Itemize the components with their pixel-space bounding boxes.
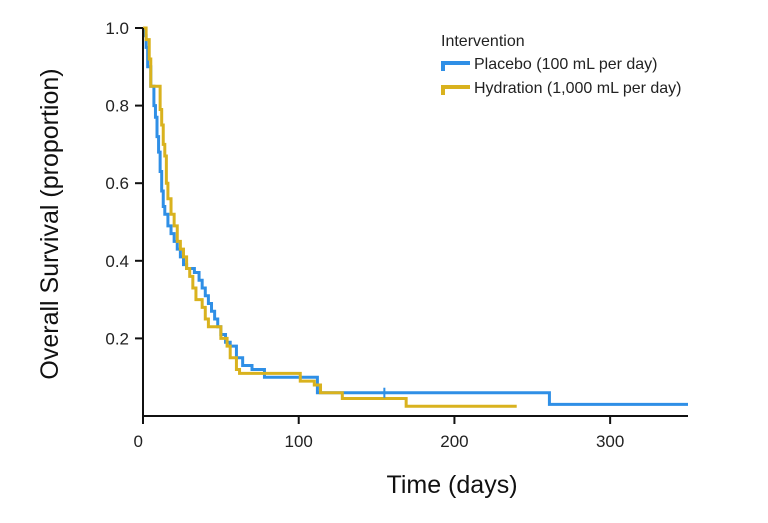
x-axis-ticks: 0 100 200 300 <box>134 416 624 451</box>
legend-label: Placebo (100 mL per day) <box>474 56 658 73</box>
plot-area <box>143 26 688 408</box>
series-line-hydration <box>143 26 517 408</box>
x-tick-label: 0 <box>134 432 143 451</box>
y-axis-ticks: 0.2 0.4 0.6 0.8 1.0 <box>105 19 143 348</box>
legend-title: Intervention <box>441 33 525 50</box>
y-tick-label: 0.8 <box>105 97 129 116</box>
legend-label: Hydration (1,000 mL per day) <box>474 80 682 97</box>
y-tick-label: 0.4 <box>105 252 129 271</box>
y-tick-label: 0.2 <box>105 329 129 348</box>
legend-swatch <box>441 85 470 95</box>
x-tick-label: 300 <box>596 432 624 451</box>
x-tick-label: 200 <box>440 432 468 451</box>
y-tick-label: 1.0 <box>105 19 129 38</box>
legend: Intervention Placebo (100 mL per day) Hyd… <box>441 33 682 97</box>
x-axis-title: Time (days) <box>386 471 517 499</box>
y-tick-label: 0.6 <box>105 174 129 193</box>
x-tick-label: 100 <box>285 432 313 451</box>
y-axis-title: Overall Survival (proportion) <box>36 68 64 379</box>
legend-swatch <box>441 61 470 71</box>
